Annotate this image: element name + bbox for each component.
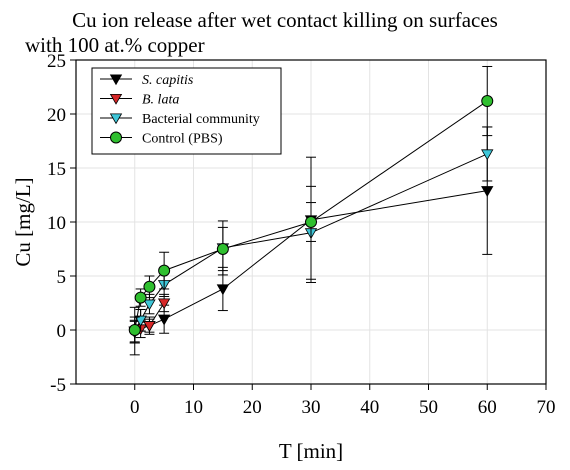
legend-label: Control (PBS) xyxy=(142,132,223,147)
data-point xyxy=(216,243,229,255)
x-tick-label: 0 xyxy=(130,397,140,418)
y-tick-label: 20 xyxy=(47,105,66,126)
data-point xyxy=(481,149,494,161)
legend-marker xyxy=(110,131,122,144)
y-axis-title: Cu [mg/L] xyxy=(11,177,35,266)
legend-label: B. lata xyxy=(142,93,179,108)
y-tick-label: 15 xyxy=(47,159,66,180)
x-tick-label: 20 xyxy=(243,397,262,418)
data-point xyxy=(143,280,156,293)
legend-label: S. capitis xyxy=(142,73,194,88)
x-tick-label: 50 xyxy=(419,397,438,418)
legend-marker xyxy=(109,113,123,125)
y-tick-label: -5 xyxy=(50,375,66,396)
legend-marker xyxy=(109,74,123,86)
x-axis-title: T [min] xyxy=(279,439,343,463)
legend-box xyxy=(91,67,282,155)
y-tick-label: 25 xyxy=(47,51,66,72)
legend-label: Bacterial community xyxy=(142,112,260,127)
x-tick-label: 30 xyxy=(302,397,321,418)
data-point xyxy=(134,315,147,327)
data-point xyxy=(134,291,147,304)
chart-title-line-1: Cu ion release after wet contact killing… xyxy=(72,8,498,32)
data-point xyxy=(143,299,156,311)
y-tick-label: 5 xyxy=(57,267,67,288)
data-point xyxy=(157,298,171,310)
chart-title-line-2: with 100 at.% copper xyxy=(25,33,205,57)
data-point xyxy=(128,324,141,336)
axes: 0 10 20 30 40 50 60 70 -5 0 5 10 15 20 25 xyxy=(47,51,556,418)
x-tick-label: 40 xyxy=(360,397,379,418)
legend-marker xyxy=(109,93,123,105)
data-point xyxy=(143,321,156,332)
data-point xyxy=(305,216,317,228)
data-point xyxy=(481,186,494,197)
legend: S. capitis B. lata Bacterial community Cont… xyxy=(91,67,282,155)
x-tick-label: 60 xyxy=(478,397,497,418)
y-tick-label: 0 xyxy=(57,321,67,342)
data-point xyxy=(481,95,494,108)
series-3 xyxy=(128,65,494,344)
series-layer xyxy=(128,65,494,356)
data-point xyxy=(157,314,171,326)
data-point xyxy=(216,284,230,296)
y-tick-label: 10 xyxy=(47,213,66,234)
data-point xyxy=(158,264,171,277)
x-tick-label: 10 xyxy=(184,397,203,418)
x-tick-label: 70 xyxy=(537,397,556,418)
